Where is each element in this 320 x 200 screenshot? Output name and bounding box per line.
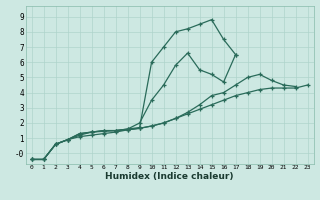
X-axis label: Humidex (Indice chaleur): Humidex (Indice chaleur) — [105, 172, 234, 181]
